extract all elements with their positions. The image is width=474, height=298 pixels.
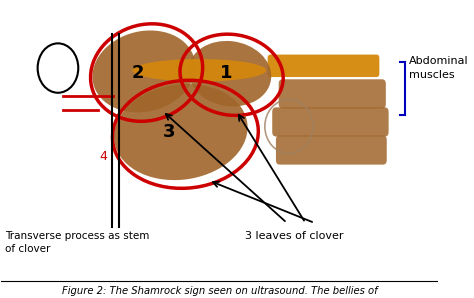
Ellipse shape — [92, 30, 195, 112]
Text: 3 leaves of clover: 3 leaves of clover — [245, 231, 344, 241]
Text: 4: 4 — [100, 150, 108, 163]
Text: 2: 2 — [131, 63, 144, 82]
Text: 3: 3 — [163, 123, 175, 141]
FancyBboxPatch shape — [268, 55, 379, 77]
Text: Transverse process as stem
of clover: Transverse process as stem of clover — [5, 231, 150, 254]
FancyBboxPatch shape — [276, 135, 387, 164]
Ellipse shape — [188, 41, 271, 106]
Text: Abdominal
muscles: Abdominal muscles — [409, 56, 469, 80]
FancyBboxPatch shape — [272, 107, 389, 136]
Text: 1: 1 — [220, 63, 232, 82]
Text: Figure 2: The Shamrock sign seen on ultrasound. The bellies of: Figure 2: The Shamrock sign seen on ultr… — [62, 286, 377, 296]
Ellipse shape — [132, 59, 266, 82]
FancyBboxPatch shape — [279, 79, 386, 108]
Ellipse shape — [114, 84, 247, 180]
